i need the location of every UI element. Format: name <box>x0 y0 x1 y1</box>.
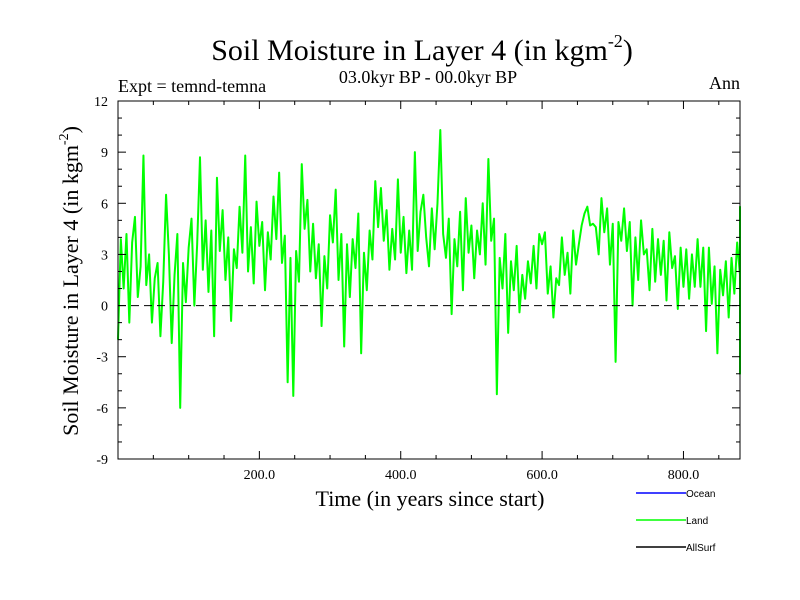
chart-subtitle: 03.0kyr BP - 00.0kyr BP <box>339 67 517 87</box>
legend-label-land: Land <box>686 516 708 527</box>
chart-title-close: ) <box>623 34 633 67</box>
y-tick-label: -6 <box>96 402 108 417</box>
y-axis-label-sup: -2 <box>57 133 72 145</box>
y-axis-label-main: Soil Moisture in Layer 4 (in kgm <box>58 145 83 436</box>
y-tick-label: 0 <box>101 300 108 315</box>
plot-area: -9 -6 -3 0 3 6 9 12 200.0 400.0 600.0 800.0 <box>94 95 741 483</box>
y-axis-label-close: ) <box>58 126 83 133</box>
legend: Ocean Land AllSurf <box>636 489 716 554</box>
y-tick-label: 12 <box>94 95 108 110</box>
expt-label: Expt = temnd-temna <box>118 76 266 96</box>
season-label: Ann <box>709 73 740 93</box>
x-axis-label: Time (in years since start) <box>316 486 545 511</box>
x-tick-label: 600.0 <box>526 468 558 483</box>
chart-title-sup: -2 <box>608 31 623 51</box>
y-tick-label: 3 <box>101 248 108 263</box>
chart-title: Soil Moisture in Layer 4 (in kgm-2) <box>211 31 633 67</box>
x-tick-label: 800.0 <box>668 468 700 483</box>
series-line-land <box>117 128 741 409</box>
y-tick-label: -3 <box>96 351 108 366</box>
legend-label-allsurf: AllSurf <box>686 543 716 554</box>
x-tick-label: 400.0 <box>385 468 417 483</box>
plot-frame <box>117 100 741 460</box>
y-tick-label: -9 <box>96 453 108 468</box>
y-tick-label: 6 <box>101 197 108 212</box>
y-tick-label: 9 <box>101 146 108 161</box>
y-axis-label: Soil Moisture in Layer 4 (in kgm-2) <box>57 126 83 436</box>
legend-label-ocean: Ocean <box>686 489 715 500</box>
chart-title-main: Soil Moisture in Layer 4 (in kgm <box>211 34 608 67</box>
x-tick-label: 200.0 <box>244 468 276 483</box>
